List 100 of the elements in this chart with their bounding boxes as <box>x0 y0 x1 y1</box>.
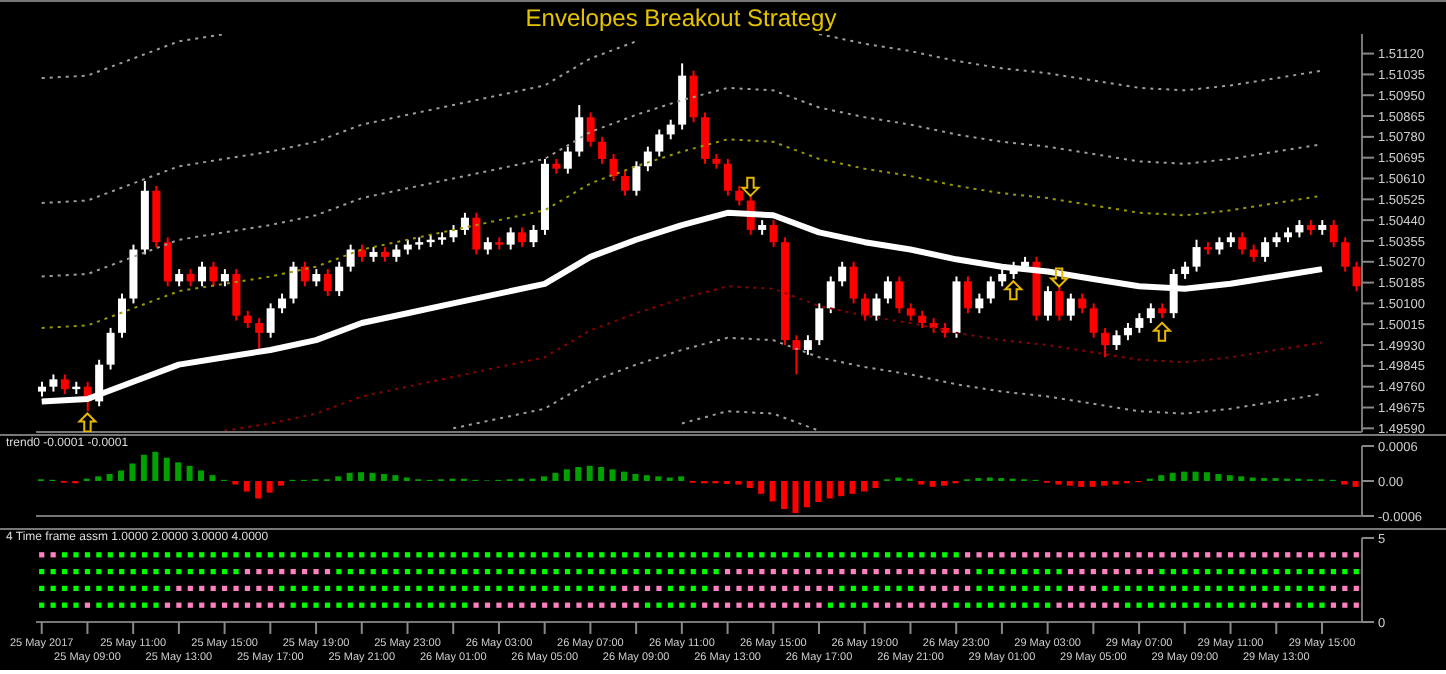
bar <box>849 481 856 494</box>
candlestick <box>118 292 127 339</box>
candlestick <box>60 373 69 396</box>
bar <box>609 469 616 481</box>
candlestick <box>701 111 709 165</box>
candlestick <box>792 334 801 376</box>
candlestick <box>769 219 778 249</box>
bar <box>198 470 205 481</box>
candlestick <box>643 145 652 173</box>
line-series <box>40 138 1323 329</box>
candlestick <box>472 211 481 256</box>
point <box>1050 267 1069 288</box>
candlestick <box>689 69 698 124</box>
bar <box>632 474 639 481</box>
bar <box>1226 475 1233 481</box>
bar <box>620 471 627 481</box>
bar <box>1078 481 1085 487</box>
bar <box>1215 474 1222 481</box>
candlestick <box>666 118 675 141</box>
candlestick <box>289 260 298 305</box>
candlestick <box>598 135 607 165</box>
point <box>1004 280 1023 301</box>
candlestick <box>586 111 595 148</box>
bar <box>118 470 125 481</box>
point <box>741 176 760 197</box>
candlestick <box>963 275 972 315</box>
candlestick <box>106 326 115 371</box>
candlestick <box>803 334 812 356</box>
bar <box>1158 475 1165 481</box>
candlestick <box>1101 326 1110 359</box>
candlestick <box>518 226 527 249</box>
bar <box>792 481 799 514</box>
candlestick <box>163 236 172 288</box>
bar <box>163 457 170 481</box>
candlestick <box>563 145 572 175</box>
candlestick <box>1146 302 1155 325</box>
bar <box>209 475 216 481</box>
candlestick <box>1261 236 1270 263</box>
candlestick <box>1089 302 1098 339</box>
candlestick <box>1341 236 1350 273</box>
bar <box>746 481 753 488</box>
bar <box>598 467 605 481</box>
candlestick <box>1329 219 1338 249</box>
bar <box>575 467 582 481</box>
candlestick <box>1352 260 1361 293</box>
bar <box>369 472 376 481</box>
bar <box>552 472 559 481</box>
bar <box>266 481 273 493</box>
bar <box>1169 472 1176 481</box>
bar <box>838 481 845 497</box>
bar <box>1203 472 1210 481</box>
line-series <box>452 336 1323 430</box>
candlestick <box>1238 231 1247 256</box>
candlestick <box>506 226 515 251</box>
candlestick <box>278 292 287 315</box>
bar <box>826 481 833 499</box>
candlestick <box>335 260 344 298</box>
candlestick <box>826 275 835 315</box>
line-series <box>40 34 226 80</box>
candlestick <box>861 292 870 322</box>
bar <box>106 474 113 481</box>
candlestick <box>735 184 744 207</box>
candlestick <box>815 302 824 347</box>
candlestick <box>1078 292 1087 315</box>
candlestick <box>323 268 332 298</box>
bar <box>358 472 365 481</box>
candlestick <box>849 260 858 305</box>
candlestick <box>529 224 538 249</box>
candlestick <box>723 157 732 197</box>
bar <box>643 475 650 481</box>
candlestick <box>198 260 207 288</box>
candlestick <box>460 211 469 236</box>
candlestick <box>883 275 892 305</box>
bar <box>861 481 868 492</box>
bar <box>255 481 262 499</box>
bar <box>803 481 810 508</box>
line-series <box>680 410 821 432</box>
bar <box>140 454 147 481</box>
candlestick <box>209 260 218 288</box>
bar <box>815 481 822 502</box>
point <box>78 412 97 432</box>
line-series <box>223 285 1323 432</box>
candlestick <box>1066 292 1075 322</box>
bar <box>563 469 570 481</box>
candlestick <box>895 275 904 315</box>
candlestick <box>838 260 847 288</box>
bar <box>129 463 136 481</box>
bar <box>1089 481 1096 487</box>
bar <box>186 465 193 481</box>
bar <box>586 465 593 481</box>
candlestick <box>1192 238 1201 273</box>
bar <box>769 481 776 502</box>
candlestick <box>655 128 664 158</box>
bar <box>872 481 879 488</box>
bar <box>392 475 399 481</box>
candlestick <box>620 170 629 197</box>
bar <box>175 462 182 481</box>
bar <box>380 474 387 481</box>
bar <box>152 451 159 481</box>
line-series <box>40 86 1323 278</box>
